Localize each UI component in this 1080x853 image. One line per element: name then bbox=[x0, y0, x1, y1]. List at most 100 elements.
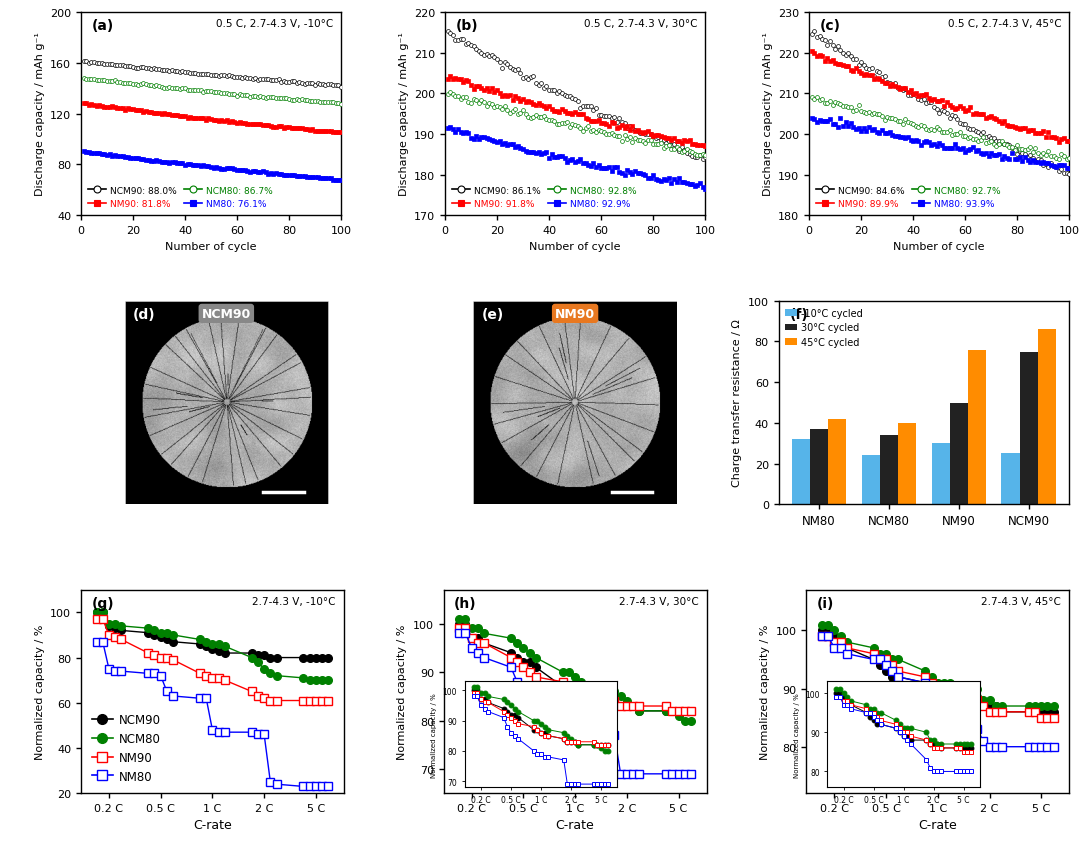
NCM80 bbox=[937, 678, 950, 688]
NM90 bbox=[660, 701, 673, 711]
NM80 bbox=[983, 742, 996, 752]
NM90 bbox=[1035, 712, 1048, 722]
NM90 bbox=[685, 706, 698, 717]
NCM90 bbox=[218, 648, 231, 659]
NM80 bbox=[453, 629, 465, 639]
NCM90 bbox=[322, 653, 335, 663]
NM80 bbox=[581, 725, 594, 735]
NCM80 bbox=[206, 639, 219, 649]
NCM80 bbox=[660, 706, 673, 717]
NM80 bbox=[892, 672, 905, 682]
NM80 bbox=[971, 724, 984, 734]
NM90 bbox=[620, 701, 633, 711]
NM80 bbox=[297, 781, 310, 792]
NCM90 bbox=[666, 706, 679, 717]
NCM80 bbox=[1028, 701, 1041, 711]
NM80 bbox=[840, 649, 853, 659]
NM90 bbox=[459, 624, 472, 634]
Line: NCM80: NCM80 bbox=[456, 615, 694, 724]
Text: 0.5 C, 2.7-4.3 V, -10°C: 0.5 C, 2.7-4.3 V, -10°C bbox=[216, 19, 334, 29]
NM80 bbox=[976, 736, 989, 746]
NCM80 bbox=[615, 692, 627, 702]
NM80 bbox=[569, 721, 582, 731]
NM90 bbox=[471, 638, 484, 648]
NM90 bbox=[892, 666, 905, 676]
NCM80 bbox=[529, 653, 542, 663]
NCM90 bbox=[309, 653, 322, 663]
NM80 bbox=[270, 779, 283, 789]
NM90 bbox=[886, 660, 899, 670]
NM80 bbox=[166, 691, 179, 701]
NCM80 bbox=[148, 625, 161, 635]
NCM80 bbox=[822, 620, 835, 630]
NCM80 bbox=[840, 637, 853, 647]
NCM90 bbox=[529, 662, 542, 672]
NM80 bbox=[109, 666, 122, 676]
NM80 bbox=[608, 730, 621, 740]
NCM80 bbox=[926, 672, 939, 682]
Text: 2.7-4.3 V, 30°C: 2.7-4.3 V, 30°C bbox=[619, 596, 699, 606]
NCM80 bbox=[114, 621, 127, 631]
Line: NCM90: NCM90 bbox=[93, 609, 333, 662]
NCM90 bbox=[937, 689, 950, 699]
NCM90 bbox=[556, 682, 569, 692]
NCM90 bbox=[315, 653, 328, 663]
NM90 bbox=[315, 695, 328, 705]
NCM80 bbox=[983, 695, 996, 705]
NCM90 bbox=[1023, 707, 1036, 717]
NCM80 bbox=[161, 628, 174, 638]
NCM90 bbox=[264, 653, 276, 663]
NM90 bbox=[874, 654, 887, 664]
NM80 bbox=[874, 654, 887, 664]
NM90 bbox=[264, 695, 276, 705]
NM90 bbox=[815, 631, 828, 641]
NM90 bbox=[983, 707, 996, 717]
Text: 2.7-4.3 V, 45°C: 2.7-4.3 V, 45°C bbox=[982, 596, 1062, 606]
NCM80 bbox=[471, 624, 484, 634]
NCM80 bbox=[218, 641, 231, 652]
NM90 bbox=[989, 707, 1002, 717]
NCM90 bbox=[141, 628, 154, 638]
NM80 bbox=[517, 687, 530, 697]
NCM90 bbox=[919, 678, 932, 688]
Text: (i): (i) bbox=[816, 596, 834, 610]
X-axis label: C-rate: C-rate bbox=[918, 819, 957, 832]
NCM90 bbox=[258, 650, 271, 660]
NCM80 bbox=[193, 635, 206, 645]
NCM80 bbox=[109, 618, 122, 629]
NCM80 bbox=[575, 677, 588, 688]
X-axis label: C-rate: C-rate bbox=[556, 819, 594, 832]
NCM80 bbox=[1023, 701, 1036, 711]
NM80 bbox=[212, 728, 225, 738]
NCM80 bbox=[879, 649, 892, 659]
NM80 bbox=[322, 781, 335, 792]
NCM90 bbox=[874, 660, 887, 670]
NCM90 bbox=[822, 625, 835, 635]
NCM90 bbox=[193, 639, 206, 649]
NM80 bbox=[886, 666, 899, 676]
Line: NCM80: NCM80 bbox=[818, 621, 1057, 710]
NM90 bbox=[840, 643, 853, 653]
NM90 bbox=[206, 673, 219, 683]
NM80 bbox=[459, 629, 472, 639]
NCM80 bbox=[633, 706, 646, 717]
NM80 bbox=[926, 683, 939, 693]
NCM80 bbox=[245, 653, 258, 663]
NM80 bbox=[1048, 742, 1061, 752]
Bar bbox=[1020, 352, 1038, 505]
NCM90 bbox=[867, 654, 880, 664]
Y-axis label: Discharge capacity / mAh g⁻¹: Discharge capacity / mAh g⁻¹ bbox=[399, 32, 408, 196]
NCM80 bbox=[166, 630, 179, 641]
NCM80 bbox=[90, 607, 103, 618]
NM90 bbox=[608, 696, 621, 706]
NCM90 bbox=[1035, 707, 1048, 717]
NCM80 bbox=[200, 637, 213, 647]
NCM80 bbox=[828, 625, 841, 635]
NCM90 bbox=[511, 653, 524, 663]
NM80 bbox=[575, 725, 588, 735]
NM80 bbox=[148, 669, 161, 679]
NM90 bbox=[529, 672, 542, 682]
NM80 bbox=[1023, 742, 1036, 752]
Text: (h): (h) bbox=[455, 596, 477, 610]
NCM90 bbox=[840, 643, 853, 653]
